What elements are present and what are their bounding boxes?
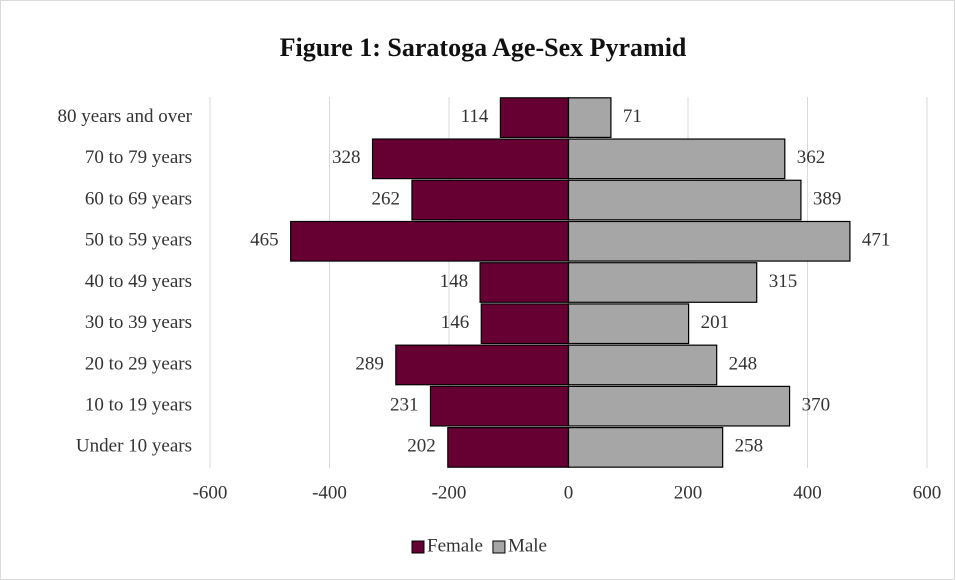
x-tick-label: -400 (312, 482, 347, 503)
bar (567, 344, 718, 386)
bar (371, 138, 570, 180)
data-label: 201 (701, 312, 730, 333)
data-label: 262 (371, 188, 400, 209)
bar (567, 179, 802, 221)
y-tick-label: 20 to 29 years (85, 353, 192, 374)
data-label: 202 (407, 436, 436, 457)
data-label: 248 (729, 353, 758, 374)
bar (429, 385, 570, 427)
bar (567, 262, 758, 303)
bar (567, 97, 612, 138)
data-label: 231 (390, 395, 419, 416)
data-label: 148 (440, 271, 469, 292)
data-label: 146 (441, 312, 470, 333)
y-tick-label: 50 to 59 years (85, 230, 192, 251)
x-tick-label: 0 (564, 482, 574, 503)
data-label: 362 (797, 147, 826, 168)
data-label: 289 (355, 353, 384, 374)
bar (567, 427, 724, 468)
y-tick-label: Under 10 years (76, 436, 192, 457)
legend-label: Male (508, 535, 547, 556)
bar (395, 344, 570, 386)
x-tick-label: 400 (793, 482, 822, 503)
bar (567, 138, 786, 180)
bar (411, 179, 570, 221)
data-label: 71 (623, 106, 642, 127)
y-tick-label: 30 to 39 years (85, 312, 192, 333)
chart-title: Figure 1: Saratoga Age-Sex Pyramid (280, 33, 687, 62)
bar (447, 427, 570, 468)
bar (499, 97, 570, 138)
y-tick-label: 60 to 69 years (85, 188, 192, 209)
data-label: 328 (332, 147, 361, 168)
data-label: 315 (769, 271, 798, 292)
x-tick-label: -600 (193, 482, 228, 503)
data-label: 471 (862, 230, 891, 251)
x-tick-label: 200 (674, 482, 703, 503)
data-label: 258 (735, 436, 764, 457)
data-label: 389 (813, 188, 842, 209)
data-label: 465 (250, 230, 279, 251)
legend-swatch (411, 540, 425, 554)
bar (290, 220, 570, 262)
bar (567, 385, 791, 427)
bar (567, 303, 690, 345)
x-tick-label: -200 (432, 482, 467, 503)
y-tick-label: 70 to 79 years (85, 147, 192, 168)
bar (479, 262, 570, 303)
data-label: 114 (461, 106, 489, 127)
bar (480, 303, 570, 345)
bar (567, 220, 851, 262)
legend-swatch (492, 540, 506, 554)
data-label: 370 (802, 395, 831, 416)
x-tick-label: 600 (913, 482, 942, 503)
legend-label: Female (427, 535, 483, 556)
y-tick-label: 40 to 49 years (85, 271, 192, 292)
y-tick-label: 80 years and over (57, 106, 192, 127)
y-tick-label: 10 to 19 years (85, 395, 192, 416)
